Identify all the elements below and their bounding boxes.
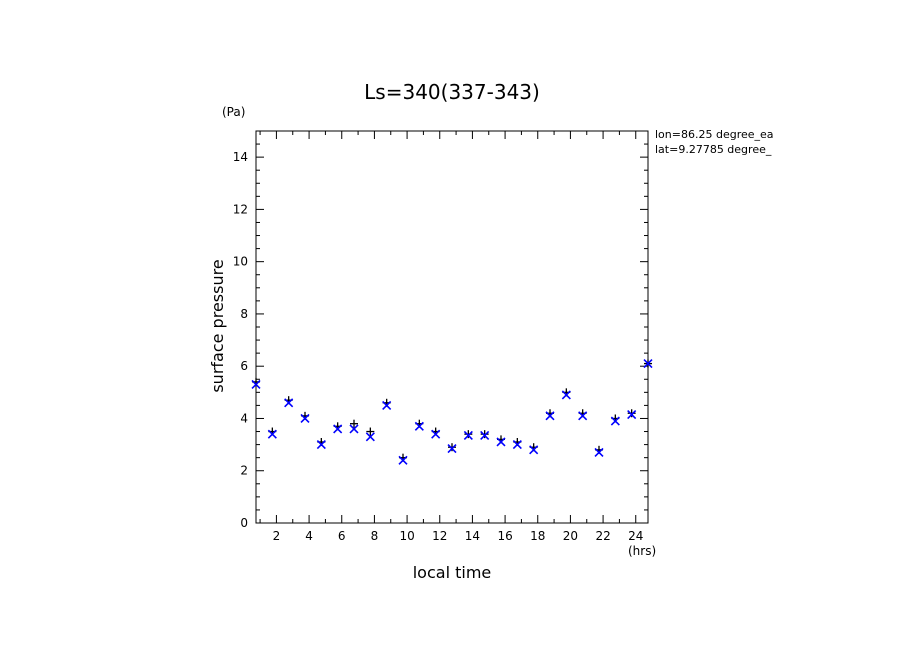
cross-marker	[349, 424, 359, 434]
cross-stroke	[578, 411, 588, 421]
x-tick-label: 4	[305, 529, 313, 543]
x-unit-label: (hrs)	[628, 544, 656, 558]
cross-marker	[594, 447, 604, 458]
cross-marker	[251, 379, 261, 390]
cross-marker	[333, 424, 343, 434]
plus-marker	[480, 430, 489, 439]
cross-marker	[398, 455, 408, 465]
cross-marker	[480, 430, 490, 441]
cross-marker	[316, 440, 326, 450]
cross-stroke	[414, 421, 424, 431]
plot-frame	[255, 130, 649, 524]
cross-stroke	[349, 424, 359, 434]
cross-stroke	[316, 440, 326, 450]
cross-stroke	[447, 443, 457, 454]
y-tick-label: 2	[240, 464, 248, 478]
cross-stroke	[529, 445, 539, 455]
y-tick-label: 14	[233, 150, 248, 164]
x-tick-label: 20	[563, 529, 578, 543]
y-tick-label: 8	[240, 307, 248, 321]
annotation-lat: lat=9.27785 degree_	[655, 143, 772, 156]
plus-marker	[448, 443, 456, 452]
cross-stroke	[610, 416, 620, 426]
y-tick-label: 6	[240, 359, 248, 373]
cross-marker	[382, 400, 392, 410]
cross-stroke	[463, 430, 473, 441]
cross-marker	[365, 432, 375, 442]
x-tick-label: 18	[530, 529, 545, 543]
plus-marker	[350, 419, 358, 428]
x-tick-label: 22	[595, 529, 610, 543]
data-marks	[251, 359, 653, 465]
cross-stroke	[512, 440, 522, 450]
cross-stroke	[382, 400, 392, 410]
cross-marker	[610, 416, 620, 426]
y-axis-label: surface pressure	[208, 259, 227, 392]
cross-marker	[414, 421, 424, 431]
cross-marker	[512, 440, 522, 450]
cross-marker	[431, 429, 441, 439]
x-tick-label: 24	[628, 529, 643, 543]
cross-marker	[578, 411, 588, 421]
annotation-lon: lon=86.25 degree_ea	[655, 128, 774, 141]
x-axis-label: local time	[413, 563, 492, 582]
x-tick-label: 12	[432, 529, 447, 543]
cross-stroke	[284, 398, 294, 408]
cross-marker	[545, 411, 555, 421]
cross-marker	[643, 359, 653, 369]
cross-marker	[300, 413, 310, 424]
cross-stroke	[594, 447, 604, 458]
cross-stroke	[333, 424, 343, 434]
cross-stroke	[496, 437, 506, 447]
cross-stroke	[643, 359, 653, 369]
x-tick-label: 14	[465, 529, 480, 543]
chart-title: Ls=340(337-343)	[364, 80, 540, 104]
cross-stroke	[267, 429, 277, 439]
cross-stroke	[300, 413, 310, 424]
x-tick-label: 10	[399, 529, 414, 543]
y-tick-label: 4	[240, 411, 248, 425]
y-unit-label: (Pa)	[222, 105, 245, 119]
plus-marker	[627, 409, 636, 418]
y-tick-label: 10	[233, 255, 248, 269]
cross-stroke	[627, 409, 637, 420]
cross-stroke	[431, 429, 441, 439]
cross-stroke	[545, 411, 555, 421]
cross-marker	[284, 398, 294, 408]
plus-marker	[464, 430, 473, 439]
cross-stroke	[398, 455, 408, 465]
axis-ticks	[256, 130, 648, 524]
cross-stroke	[480, 430, 490, 441]
x-tick-label: 2	[273, 529, 281, 543]
cross-marker	[561, 390, 571, 400]
cross-marker	[267, 429, 277, 439]
x-tick-label: 8	[371, 529, 379, 543]
cross-marker	[447, 443, 457, 454]
y-tick-label: 12	[233, 202, 248, 216]
cross-stroke	[365, 432, 375, 442]
cross-marker	[529, 445, 539, 455]
x-tick-label: 6	[338, 529, 346, 543]
cross-marker	[463, 430, 473, 441]
y-tick-label: 0	[240, 516, 248, 530]
x-tick-label: 16	[497, 529, 512, 543]
cross-marker	[496, 437, 506, 447]
cross-stroke	[561, 390, 571, 400]
cross-stroke	[251, 379, 261, 390]
cross-marker	[627, 409, 637, 420]
plus-marker	[366, 427, 375, 436]
